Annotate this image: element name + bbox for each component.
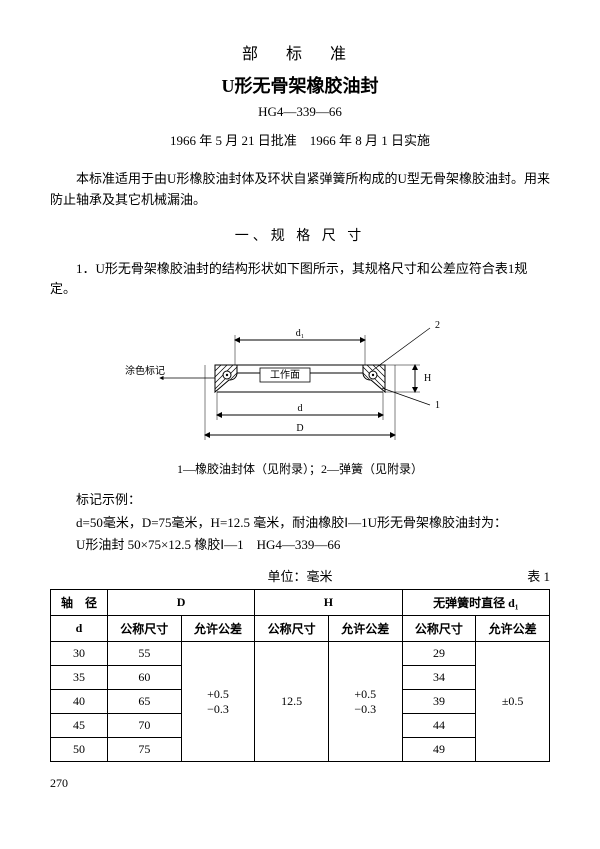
- section-heading: 一、规 格 尺 寸: [50, 225, 550, 245]
- cell-d1: 34: [402, 666, 476, 690]
- example-line-2: U形油封 50×75×12.5 橡胶Ⅰ—1 HG4—339—66: [50, 534, 550, 556]
- cell-D: 65: [107, 690, 181, 714]
- diagram-label-d1: d₁: [296, 328, 305, 339]
- example-label: 标记示例：: [50, 489, 550, 508]
- cell-d1: 44: [402, 714, 476, 738]
- cross-section-diagram: 工作面 d₁ d D H 2 1 涂色标记: [120, 310, 480, 450]
- th-d1-nom: 公称尺寸: [402, 616, 476, 642]
- cell-d: 45: [51, 714, 108, 738]
- table-row: 3055+0.5 −0.312.5+0.5 −0.329±0.5: [51, 642, 550, 666]
- cell-d1: 29: [402, 642, 476, 666]
- cell-d: 35: [51, 666, 108, 690]
- cell-D: 75: [107, 738, 181, 762]
- th-d1: 无弹簧时直径 d₁: [402, 590, 549, 616]
- cell-d: 30: [51, 642, 108, 666]
- diagram-label-H: H: [424, 373, 431, 384]
- cell-d1: 49: [402, 738, 476, 762]
- diagram-label-work: 工作面: [270, 369, 300, 381]
- dates-line: 1966 年 5 月 21 日批准 1966 年 8 月 1 日实施: [50, 130, 550, 149]
- spec-table: 轴 径 D H 无弹簧时直径 d₁ d 公称尺寸 允许公差 公称尺寸 允许公差 …: [50, 589, 550, 762]
- standard-code: HG4—339—66: [50, 104, 550, 120]
- intro-paragraph: 本标准适用于由U形橡胶油封体及环状自紧弹簧所构成的U型无骨架橡胶油封。用来防止轴…: [50, 169, 550, 211]
- diagram-callout-2: 2: [435, 320, 440, 331]
- cell-D-tol: +0.5 −0.3: [181, 642, 255, 762]
- cell-D: 55: [107, 642, 181, 666]
- example-line-1: d=50毫米，D=75毫米，H=12.5 毫米，耐油橡胶Ⅰ—1U形无骨架橡胶油封…: [50, 512, 550, 534]
- table-unit: 单位：毫米: [267, 566, 332, 585]
- cell-D: 70: [107, 714, 181, 738]
- cell-d: 50: [51, 738, 108, 762]
- th-d-sub: d: [51, 616, 108, 642]
- table-title: 表 1: [527, 566, 550, 585]
- cell-d1: 39: [402, 690, 476, 714]
- th-D-nom: 公称尺寸: [107, 616, 181, 642]
- th-D: D: [107, 590, 254, 616]
- th-D-tol: 允许公差: [181, 616, 255, 642]
- diagram-label-D-big: D: [296, 423, 303, 434]
- supertitle: 部 标 准: [50, 40, 550, 64]
- page-title: U形无骨架橡胶油封: [50, 72, 550, 98]
- th-H-tol: 允许公差: [328, 616, 402, 642]
- diagram-label-d: d: [298, 403, 303, 414]
- cell-D: 60: [107, 666, 181, 690]
- th-H: H: [255, 590, 402, 616]
- diagram-label-color: 涂色标记: [125, 364, 165, 377]
- cell-d1-tol: ±0.5: [476, 642, 550, 762]
- cell-H-tol: +0.5 −0.3: [328, 642, 402, 762]
- th-H-nom: 公称尺寸: [255, 616, 329, 642]
- item-1: 1．U形无骨架橡胶油封的结构形状如下图所示，其规格尺寸和公差应符合表1规定。: [50, 259, 550, 301]
- diagram-caption: 1—橡胶油封体（见附录）；2—弹簧（见附录）: [50, 460, 550, 477]
- th-d: 轴 径: [51, 590, 108, 616]
- diagram-callout-1: 1: [435, 400, 440, 411]
- cell-H-nom: 12.5: [255, 642, 329, 762]
- th-d1-tol: 允许公差: [476, 616, 550, 642]
- page-number: 270: [50, 776, 550, 791]
- cell-d: 40: [51, 690, 108, 714]
